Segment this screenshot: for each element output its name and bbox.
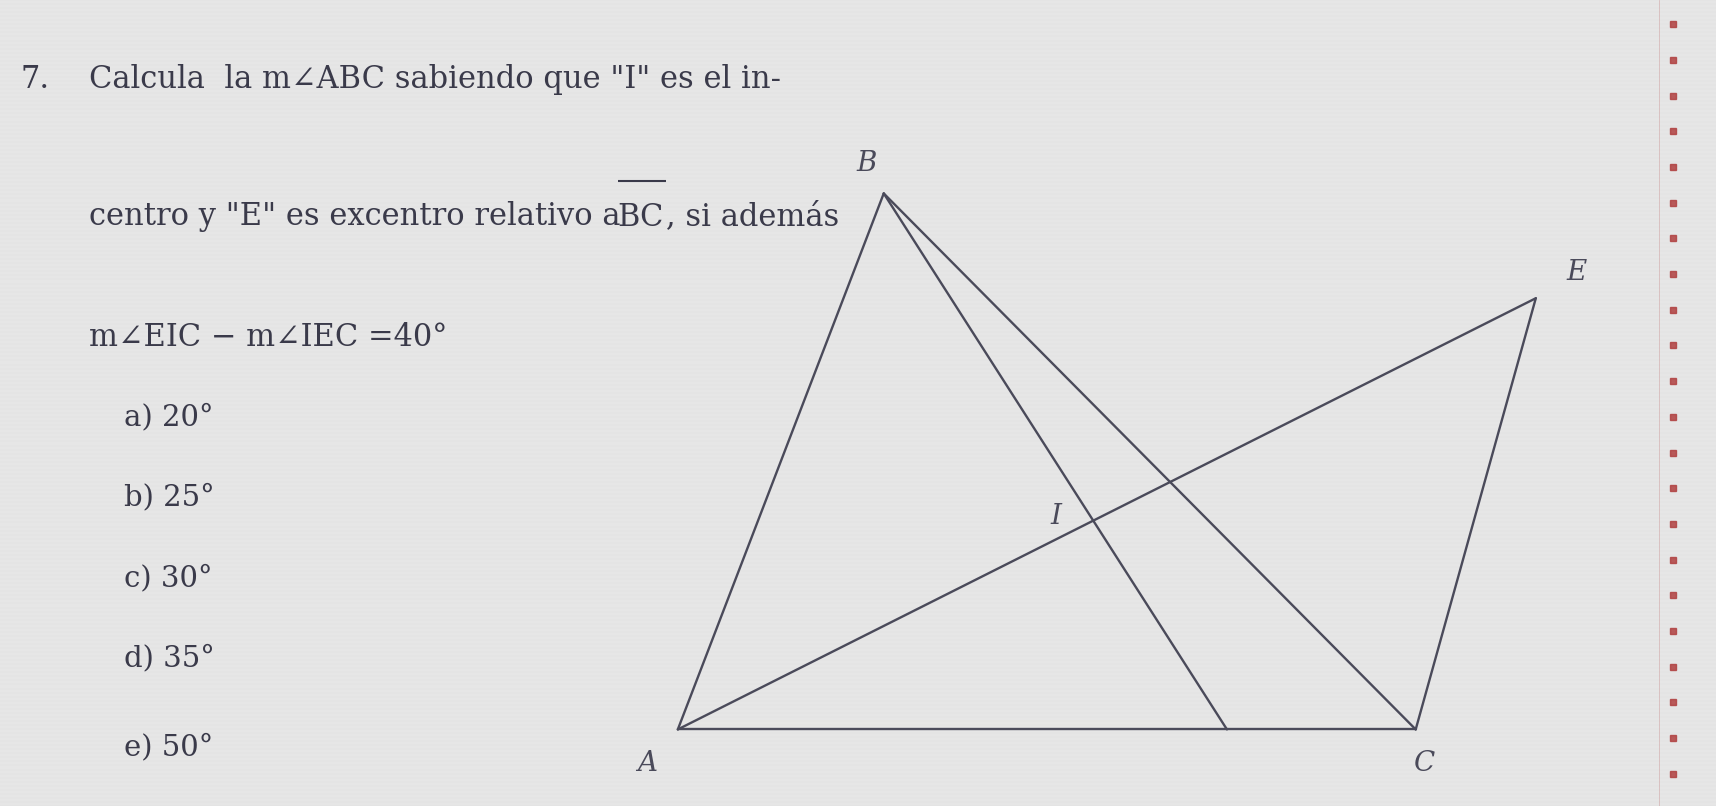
Text: a) 20°: a) 20° bbox=[124, 403, 213, 431]
Text: 7.: 7. bbox=[21, 64, 50, 95]
Text: c) 30°: c) 30° bbox=[124, 564, 213, 592]
Text: Calcula  la m∠ABC sabiendo que "I" es el in-: Calcula la m∠ABC sabiendo que "I" es el … bbox=[89, 64, 781, 95]
Text: A: A bbox=[637, 750, 657, 776]
Text: centro y "E" es excentro relativo a: centro y "E" es excentro relativo a bbox=[89, 202, 630, 232]
Text: B: B bbox=[856, 151, 877, 177]
Text: I: I bbox=[1050, 503, 1060, 530]
Text: E: E bbox=[1567, 260, 1587, 286]
Text: BC: BC bbox=[618, 202, 664, 232]
Text: , si además: , si además bbox=[666, 202, 839, 232]
Text: d) 35°: d) 35° bbox=[124, 645, 214, 673]
Text: C: C bbox=[1414, 750, 1435, 776]
Text: b) 25°: b) 25° bbox=[124, 484, 214, 512]
Text: m∠EIC − m∠IEC =40°: m∠EIC − m∠IEC =40° bbox=[89, 322, 448, 353]
Text: e) 50°: e) 50° bbox=[124, 733, 213, 762]
